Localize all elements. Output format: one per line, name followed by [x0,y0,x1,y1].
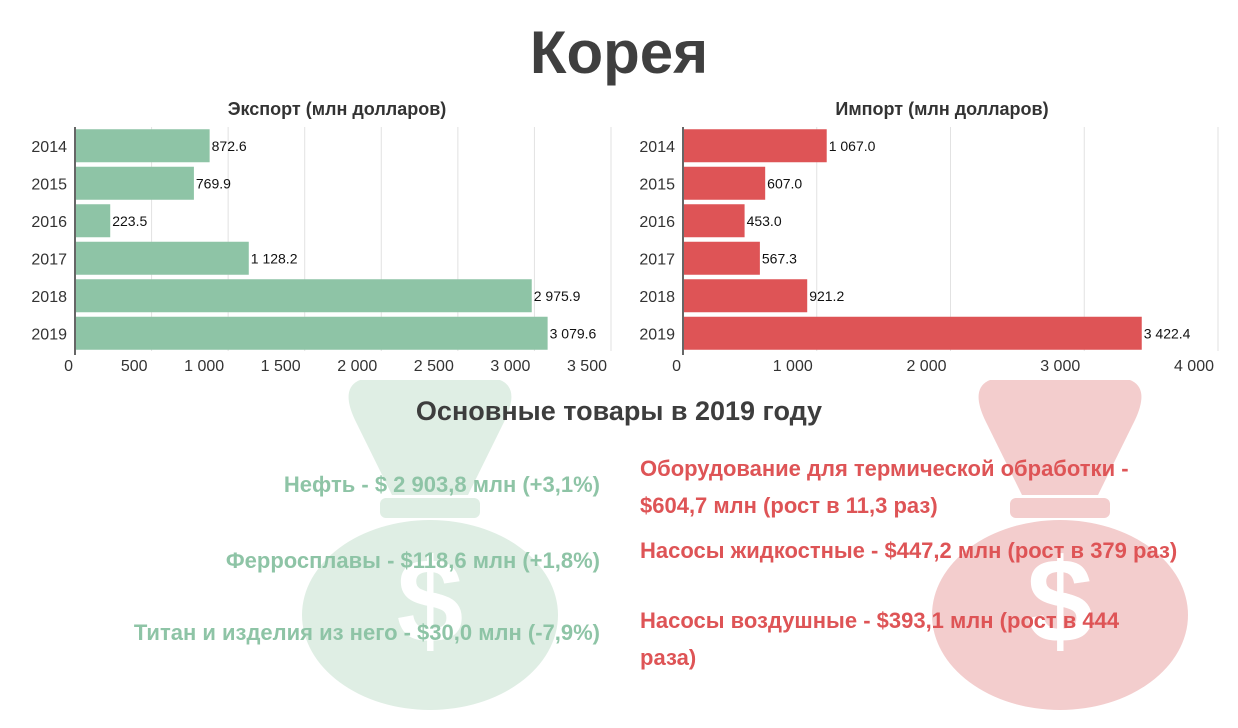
category-label: 2014 [31,139,67,156]
data-label: 1 067.0 [829,138,876,154]
svg-text:$: $ [397,534,464,668]
data-label: 2 975.9 [534,288,581,304]
tick-label: 4 000 [1174,358,1214,375]
bar [684,129,827,163]
category-label: 2019 [639,326,675,343]
export-money-bag-icon: $ [302,380,558,710]
category-label: 2018 [639,289,675,306]
category-label: 2014 [639,139,675,156]
bar [684,241,760,275]
tick-label: 1 000 [184,358,224,375]
data-label: 607.0 [767,175,802,191]
chart-title: Экспорт (млн долларов) [228,99,447,119]
data-label: 921.2 [809,288,844,304]
svg-text:$: $ [1027,534,1094,668]
bar [684,204,745,238]
category-label: 2017 [639,251,675,268]
bar [76,279,532,313]
import-money-bag-icon: $ [932,380,1188,710]
import-goods-item: Насосы воздушные - $393,1 млн (рост в 44… [640,608,1120,670]
category-label: 2018 [31,289,67,306]
tick-label: 2 000 [906,358,946,375]
bar [76,129,210,163]
bar [684,316,1142,350]
bar [76,204,111,238]
bar [76,241,249,275]
tick-label: 1 000 [773,358,813,375]
export-bar-chart: Экспорт (млн долларов) 2014 872.6 2015 769.9… [31,99,612,375]
import-bar-chart: Импорт (млн долларов) 2014 1 067.0 2015 607.… [639,99,1219,375]
tick-label: 1 500 [261,358,301,375]
data-label: 872.6 [212,138,247,154]
category-label: 2016 [639,214,675,231]
import-goods-item: Насосы жидкостные - $447,2 млн (рост в 3… [640,538,1178,563]
category-label: 2017 [31,251,67,268]
tick-label: 3 500 [567,358,607,375]
tick-label: 0 [672,358,681,375]
bar [76,316,548,350]
tick-label: 500 [121,358,148,375]
bar [76,166,194,200]
data-label: 3 422.4 [1144,325,1191,341]
data-label: 567.3 [762,250,797,266]
bar [684,166,766,200]
data-label: 769.9 [196,175,231,191]
export-goods-item: Титан и изделия из него - $30,0 млн (-7,… [133,620,600,645]
page-title: Корея [529,19,709,86]
data-label: 223.5 [112,213,147,229]
export-goods-item: Ферросплавы - $118,6 млн (+1,8%) [225,548,600,573]
tick-label: 3 000 [490,358,530,375]
bar [684,279,808,313]
tick-label: 2 000 [337,358,377,375]
category-label: 2019 [31,326,67,343]
tick-label: 2 500 [414,358,454,375]
goods-subtitle: Основные товары в 2019 году [415,396,823,426]
category-label: 2016 [31,214,67,231]
data-label: 453.0 [747,213,782,229]
category-label: 2015 [639,176,675,193]
tick-label: 0 [64,358,73,375]
export-goods-item: Нефть - $ 2 903,8 млн (+3,1%) [283,472,600,497]
category-label: 2015 [31,176,67,193]
import-goods-item: Оборудование для термической обработки -… [640,456,1129,518]
data-label: 1 128.2 [251,250,298,266]
chart-title: Импорт (млн долларов) [835,99,1048,119]
tick-label: 3 000 [1040,358,1080,375]
data-label: 3 079.6 [550,325,597,341]
